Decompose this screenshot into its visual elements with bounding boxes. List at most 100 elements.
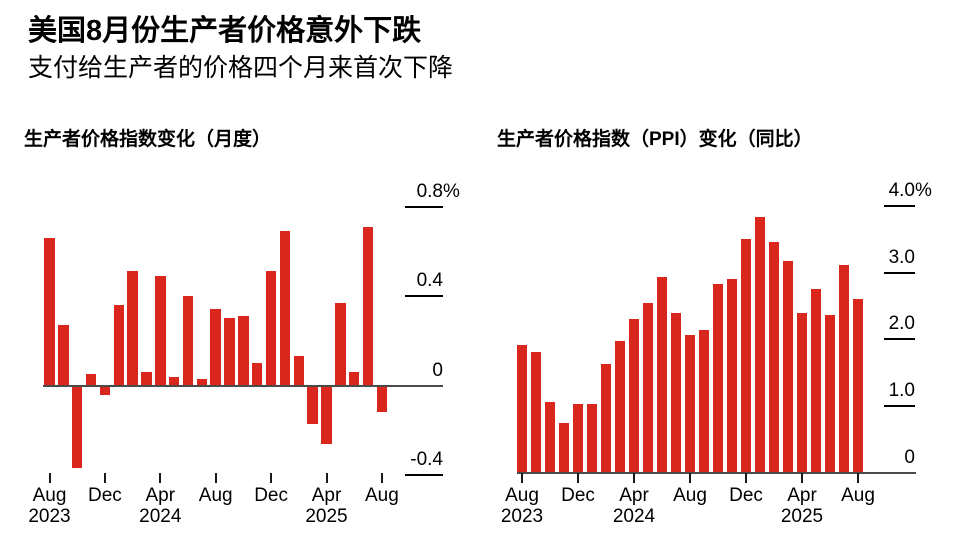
y-tick-underline xyxy=(884,338,915,341)
y-tick-label: 4.0% xyxy=(888,179,932,201)
bar xyxy=(559,422,569,473)
bar xyxy=(629,318,639,473)
bar xyxy=(85,374,97,386)
x-tick xyxy=(521,473,523,483)
bar xyxy=(182,296,194,386)
bar xyxy=(265,271,277,386)
bar xyxy=(783,261,793,473)
x-tick-year-label: 2023 xyxy=(28,506,71,527)
x-tick-month-label: Aug xyxy=(198,485,233,506)
bar xyxy=(141,372,152,386)
bar xyxy=(615,340,625,473)
y-tick-underline xyxy=(884,204,915,207)
bar xyxy=(348,372,360,386)
y-tick-underline xyxy=(884,405,915,408)
bar xyxy=(210,309,221,386)
percent-sign: % xyxy=(915,179,932,201)
x-tick xyxy=(325,473,328,483)
x-tick-month-label: Dec xyxy=(87,485,122,506)
bar xyxy=(279,231,291,386)
bar xyxy=(293,356,305,386)
bar xyxy=(657,276,667,473)
x-tick xyxy=(48,473,51,483)
bar xyxy=(321,385,332,444)
bar xyxy=(307,385,318,424)
x-tick-month-label: Aug xyxy=(673,485,707,506)
bar xyxy=(573,403,583,473)
x-tick-month-label: Dec xyxy=(729,485,763,506)
bar xyxy=(587,404,597,473)
bar xyxy=(362,226,374,386)
x-tick xyxy=(159,473,162,483)
bar xyxy=(58,325,69,386)
x-tick-month-label: Aug xyxy=(32,485,67,506)
y-tick-underline xyxy=(405,295,443,297)
y-tick-label: 1.0 xyxy=(888,380,915,402)
x-tick-month-label: Apr xyxy=(145,485,176,506)
x-axis-line xyxy=(517,472,916,474)
y-tick-label: 0.4 xyxy=(416,270,443,291)
bar xyxy=(685,335,695,473)
bar xyxy=(99,385,111,395)
x-tick-month-label: Dec xyxy=(254,485,288,506)
bar xyxy=(238,316,249,386)
y-tick-underline xyxy=(405,205,443,208)
x-tick xyxy=(745,473,747,483)
chart-title-monthly: 生产者价格指数变化（月度） xyxy=(24,129,272,150)
y-tick-underline xyxy=(405,474,443,476)
x-tick-year-label: 2023 xyxy=(500,506,544,527)
bar xyxy=(671,313,681,473)
bar xyxy=(727,278,737,473)
bar xyxy=(713,284,723,473)
bar xyxy=(797,312,807,473)
bar xyxy=(376,385,388,413)
y-tick-label: -0.4 xyxy=(410,449,443,470)
bar xyxy=(196,378,208,386)
x-tick-month-label: Apr xyxy=(311,485,342,506)
y-tick-label: 0 xyxy=(432,359,443,381)
bar xyxy=(113,304,125,386)
x-tick-year-label: 2025 xyxy=(780,506,824,527)
x-tick-month-label: Aug xyxy=(841,485,875,506)
x-tick xyxy=(689,473,691,483)
bar xyxy=(545,401,555,473)
x-tick xyxy=(270,473,273,483)
percent-sign: % xyxy=(443,180,460,202)
bar xyxy=(71,385,83,469)
x-tick-month-label: Apr xyxy=(787,485,817,506)
bar xyxy=(44,237,55,386)
x-tick-month-label: Aug xyxy=(364,485,399,506)
x-tick-month-label: Apr xyxy=(619,485,649,506)
x-tick-year-label: 2025 xyxy=(305,506,348,527)
bar xyxy=(755,217,765,473)
x-tick xyxy=(103,473,106,483)
bar xyxy=(127,271,138,386)
bar xyxy=(155,275,166,386)
bar xyxy=(769,241,779,473)
bar xyxy=(811,289,821,473)
y-tick-underline xyxy=(884,271,915,274)
x-tick xyxy=(214,473,217,483)
bar xyxy=(853,298,863,473)
x-tick xyxy=(801,473,803,483)
bar xyxy=(601,364,611,473)
y-tick-label: 3.0 xyxy=(888,246,915,268)
headline: 美国8月份生产者价格意外下跌 xyxy=(28,15,422,47)
bar xyxy=(335,302,346,386)
y-tick-label: 0.8% xyxy=(416,180,460,202)
bar xyxy=(643,302,653,473)
bar xyxy=(699,330,709,473)
y-tick-label: 2.0 xyxy=(888,313,915,335)
bar xyxy=(825,314,835,473)
x-tick-month-label: Dec xyxy=(561,485,595,506)
bar xyxy=(531,352,541,473)
bar xyxy=(839,265,849,473)
x-tick xyxy=(857,473,859,483)
bar xyxy=(224,318,235,386)
bar xyxy=(517,345,527,473)
y-tick-label: 0 xyxy=(904,447,915,468)
x-tick xyxy=(380,473,383,483)
